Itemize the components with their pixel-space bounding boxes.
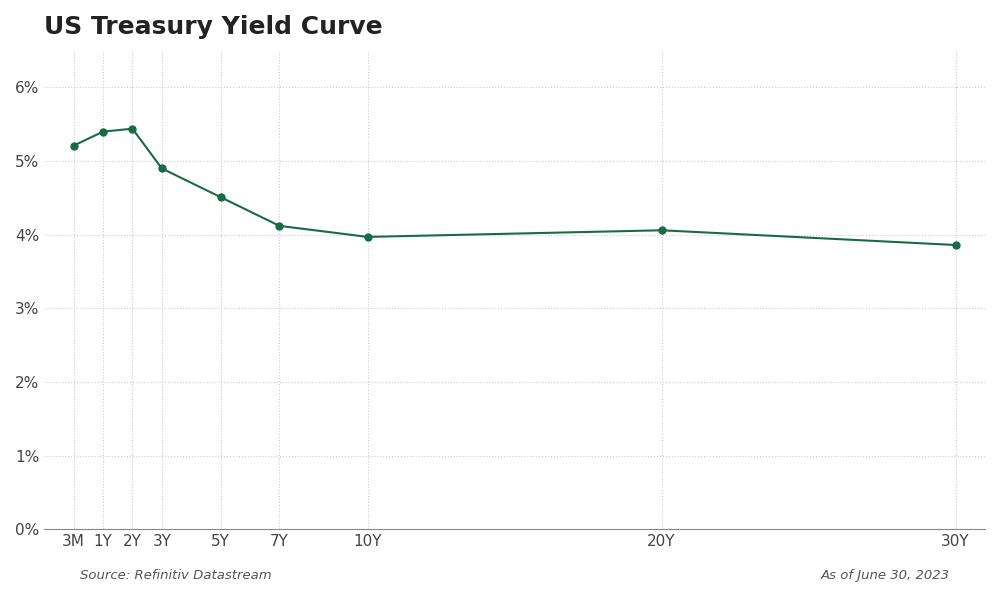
Text: US Treasury Yield Curve: US Treasury Yield Curve xyxy=(44,15,383,39)
Text: Source: Refinitiv Datastream: Source: Refinitiv Datastream xyxy=(80,569,272,582)
Text: As of June 30, 2023: As of June 30, 2023 xyxy=(821,569,950,582)
